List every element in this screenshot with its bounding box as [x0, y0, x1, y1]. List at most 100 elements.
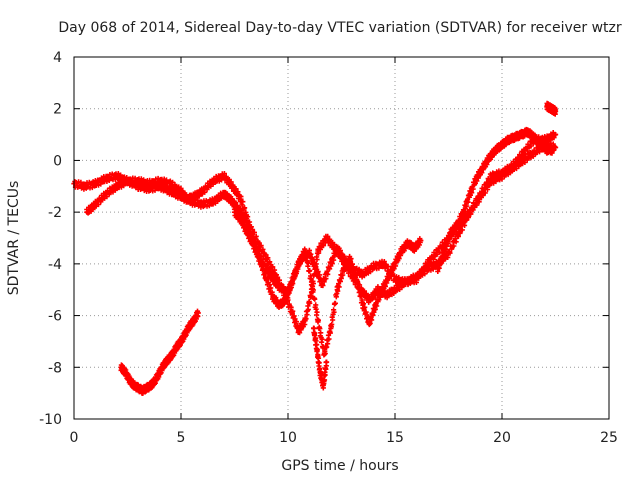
data-point	[435, 248, 441, 254]
data-point	[311, 325, 317, 332]
data-point	[231, 209, 238, 215]
data-point	[264, 256, 270, 262]
data-point	[366, 320, 372, 326]
data-point	[246, 222, 253, 228]
data-point	[315, 248, 321, 254]
series-markers	[231, 206, 424, 358]
data-point	[424, 261, 430, 267]
data-point	[488, 178, 494, 184]
data-point	[373, 302, 379, 308]
data-point	[456, 230, 462, 236]
data-point	[114, 183, 120, 189]
data-point	[289, 279, 295, 285]
data-point	[124, 178, 131, 184]
data-point	[184, 196, 191, 202]
data-point	[392, 276, 398, 282]
data-point	[435, 266, 441, 272]
y-tick-label: -8	[48, 360, 62, 376]
data-point	[178, 338, 184, 345]
data-point	[413, 276, 419, 282]
data-point	[281, 289, 287, 295]
data-point	[92, 181, 98, 187]
data-point	[227, 196, 233, 202]
series-track-g	[544, 100, 559, 117]
data-point	[392, 261, 398, 267]
data-point	[328, 261, 334, 267]
data-point	[323, 359, 330, 365]
data-point	[191, 318, 197, 324]
data-point	[448, 230, 454, 236]
data-point	[103, 175, 109, 182]
data-point	[531, 150, 537, 156]
data-point	[317, 369, 323, 376]
data-point	[157, 178, 163, 184]
data-point	[332, 245, 338, 251]
series-track-d	[311, 325, 330, 391]
data-point	[520, 150, 526, 156]
data-point	[221, 191, 227, 197]
data-point	[127, 377, 133, 383]
series-markers	[118, 308, 201, 396]
data-point	[552, 131, 559, 138]
data-point	[270, 294, 276, 301]
series-track-f	[118, 308, 201, 396]
data-point	[347, 256, 353, 262]
data-point	[135, 385, 141, 391]
data-point	[520, 157, 526, 164]
y-tick-label: 0	[53, 153, 62, 169]
data-point	[392, 287, 398, 293]
data-point	[334, 287, 340, 293]
data-point	[199, 201, 205, 207]
data-point	[403, 279, 409, 285]
data-point	[251, 243, 257, 249]
data-point	[308, 279, 315, 285]
data-point	[360, 271, 366, 277]
data-point	[178, 188, 184, 195]
data-point	[518, 131, 524, 138]
data-point	[182, 331, 188, 337]
data-point	[157, 369, 163, 376]
data-point	[371, 263, 377, 270]
data-point	[499, 173, 505, 179]
data-marks	[71, 100, 559, 396]
data-point	[289, 310, 295, 316]
data-point	[195, 310, 201, 316]
series-markers	[84, 139, 559, 336]
data-point	[221, 173, 227, 179]
y-tick-label: 2	[53, 102, 62, 118]
y-tick-label: -2	[48, 205, 62, 221]
data-point	[92, 201, 98, 207]
data-point	[131, 382, 137, 388]
data-point	[238, 196, 244, 202]
data-point	[272, 271, 278, 277]
x-tick-label: 0	[70, 430, 79, 446]
data-point	[167, 188, 173, 195]
data-point	[473, 175, 479, 182]
data-point	[114, 173, 120, 179]
data-point	[383, 292, 390, 298]
data-point	[302, 318, 308, 324]
data-point	[418, 237, 424, 244]
data-point	[379, 287, 385, 293]
series-track-b	[84, 139, 559, 336]
data-point	[152, 377, 158, 383]
data-point	[385, 274, 392, 280]
y-tick-label: -6	[48, 309, 62, 325]
data-point	[544, 147, 550, 153]
data-point	[478, 194, 484, 200]
data-point	[411, 245, 417, 251]
series-track-e	[435, 126, 556, 274]
data-point	[148, 382, 154, 388]
data-point	[229, 183, 235, 189]
series-track-c	[231, 206, 424, 358]
data-point	[257, 258, 263, 264]
x-tick-label: 20	[493, 430, 511, 446]
x-tick-label: 5	[177, 430, 186, 446]
data-point	[103, 191, 109, 197]
data-point	[467, 209, 473, 215]
data-point	[186, 323, 193, 329]
data-point	[210, 178, 216, 184]
y-axis-label: SDTVAR / TECUs	[6, 181, 22, 296]
data-point	[169, 351, 176, 357]
